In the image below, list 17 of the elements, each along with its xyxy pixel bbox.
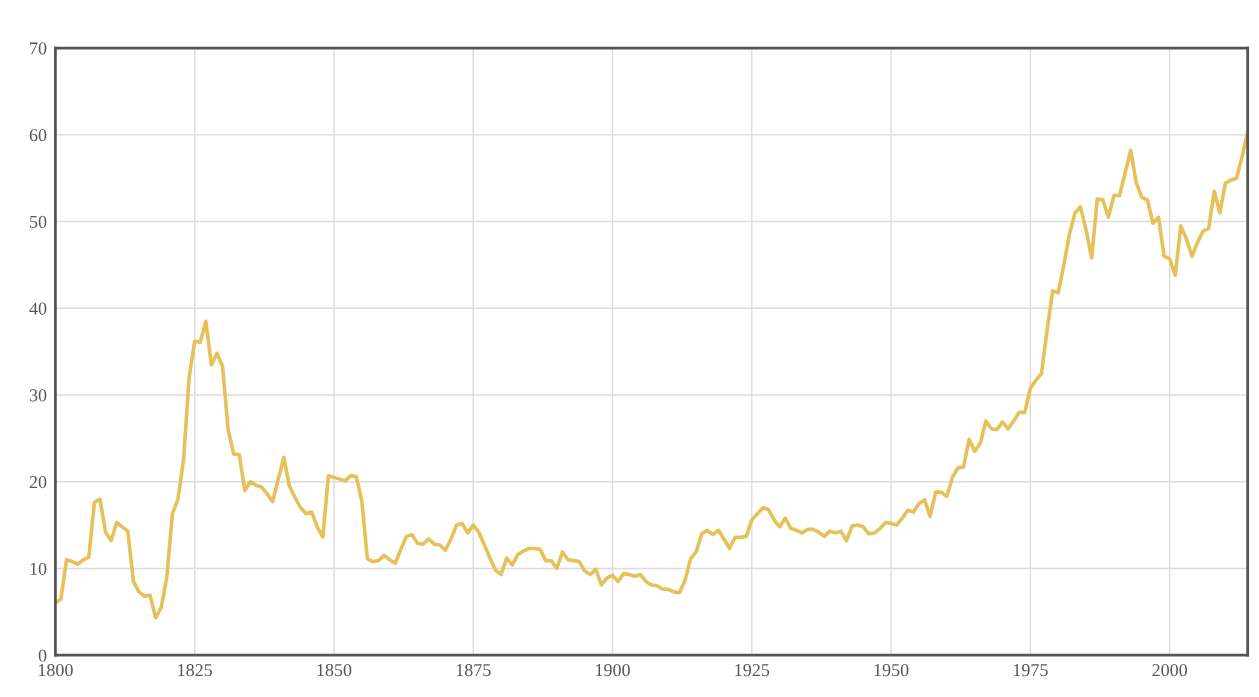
x-tick-label: 1900 xyxy=(596,664,630,677)
x-tick-label: 1925 xyxy=(735,664,770,677)
y-tick-label: 70 xyxy=(30,42,47,55)
y-tick-label: 20 xyxy=(29,475,47,489)
x-tick-label: 1975 xyxy=(1013,664,1048,677)
x-tick-label: 2000 xyxy=(1152,664,1188,677)
y-tick-label: 0 xyxy=(38,649,47,662)
y-tick-label: 40 xyxy=(29,302,47,315)
y-tick-label: 50 xyxy=(30,215,47,228)
y-tick-label: 30 xyxy=(29,389,47,402)
x-tick-label: 1800 xyxy=(38,664,73,677)
y-tick-label: 60 xyxy=(29,129,47,142)
x-tick-label: 1875 xyxy=(456,664,491,677)
x-tick-label: 1825 xyxy=(178,664,213,677)
x-tick-label: 1850 xyxy=(317,664,352,677)
y-tick-label: 10 xyxy=(30,562,47,575)
x-tick-label: 1950 xyxy=(874,664,909,677)
